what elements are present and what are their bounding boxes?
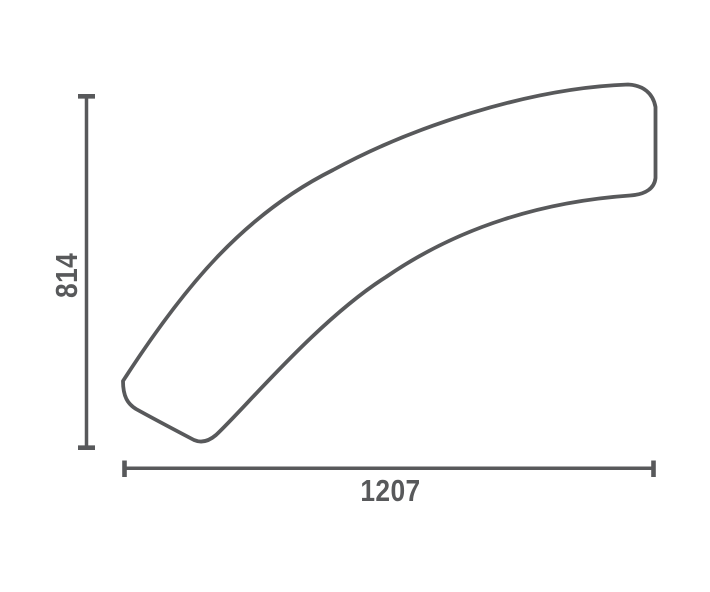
height-dimension <box>78 94 95 451</box>
width-dimension-value: 1207 <box>359 473 421 508</box>
width-dimension-label: 1207 <box>330 473 450 508</box>
height-dimension-label: 814 <box>49 225 84 325</box>
height-dimension-value: 814 <box>49 252 84 298</box>
width-dimension <box>122 460 656 477</box>
curved-shape-outline <box>121 82 658 444</box>
